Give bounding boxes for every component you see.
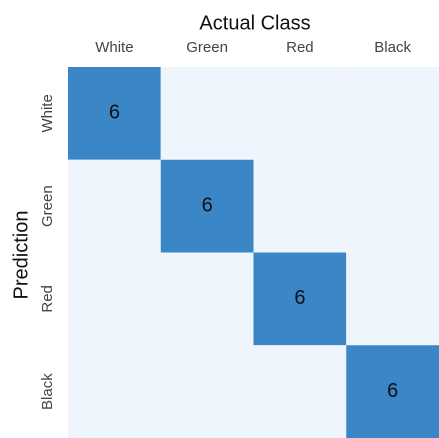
x-tick-label: Green — [186, 39, 228, 56]
heatmap-cell — [68, 345, 161, 438]
heatmap-cell — [68, 67, 161, 160]
cell-label: 6 — [202, 194, 213, 216]
y-tick-label: Green — [39, 185, 56, 227]
heatmap-cell — [160, 67, 254, 160]
x-tick-label: Black — [374, 39, 411, 56]
y-tick-label: Black — [39, 373, 56, 410]
heatmap-cell — [253, 67, 347, 160]
heatmap-cell — [253, 252, 347, 346]
heatmap-cell — [253, 345, 347, 438]
y-tick-label: Red — [39, 285, 56, 313]
cell-label: 6 — [294, 287, 305, 309]
heatmap-cell — [346, 159, 439, 253]
heatmap-cell — [68, 159, 161, 253]
x-tick-label: White — [95, 39, 133, 56]
heatmap-cell — [160, 345, 254, 438]
heatmap-cell — [68, 252, 161, 346]
heatmap-cell — [253, 159, 347, 253]
y-axis-label: Prediction — [10, 211, 32, 300]
heatmap-cell — [160, 252, 254, 346]
heatmap-cell — [346, 252, 439, 346]
heatmap-cell — [346, 345, 439, 438]
chart-title: Actual Class — [199, 12, 310, 34]
x-tick-label: Red — [286, 39, 314, 56]
y-tick-label: White — [39, 94, 56, 132]
cell-label: 6 — [109, 102, 120, 124]
heatmap-cell — [160, 159, 254, 253]
heatmap-cell — [346, 67, 439, 160]
cell-label: 6 — [387, 380, 398, 402]
